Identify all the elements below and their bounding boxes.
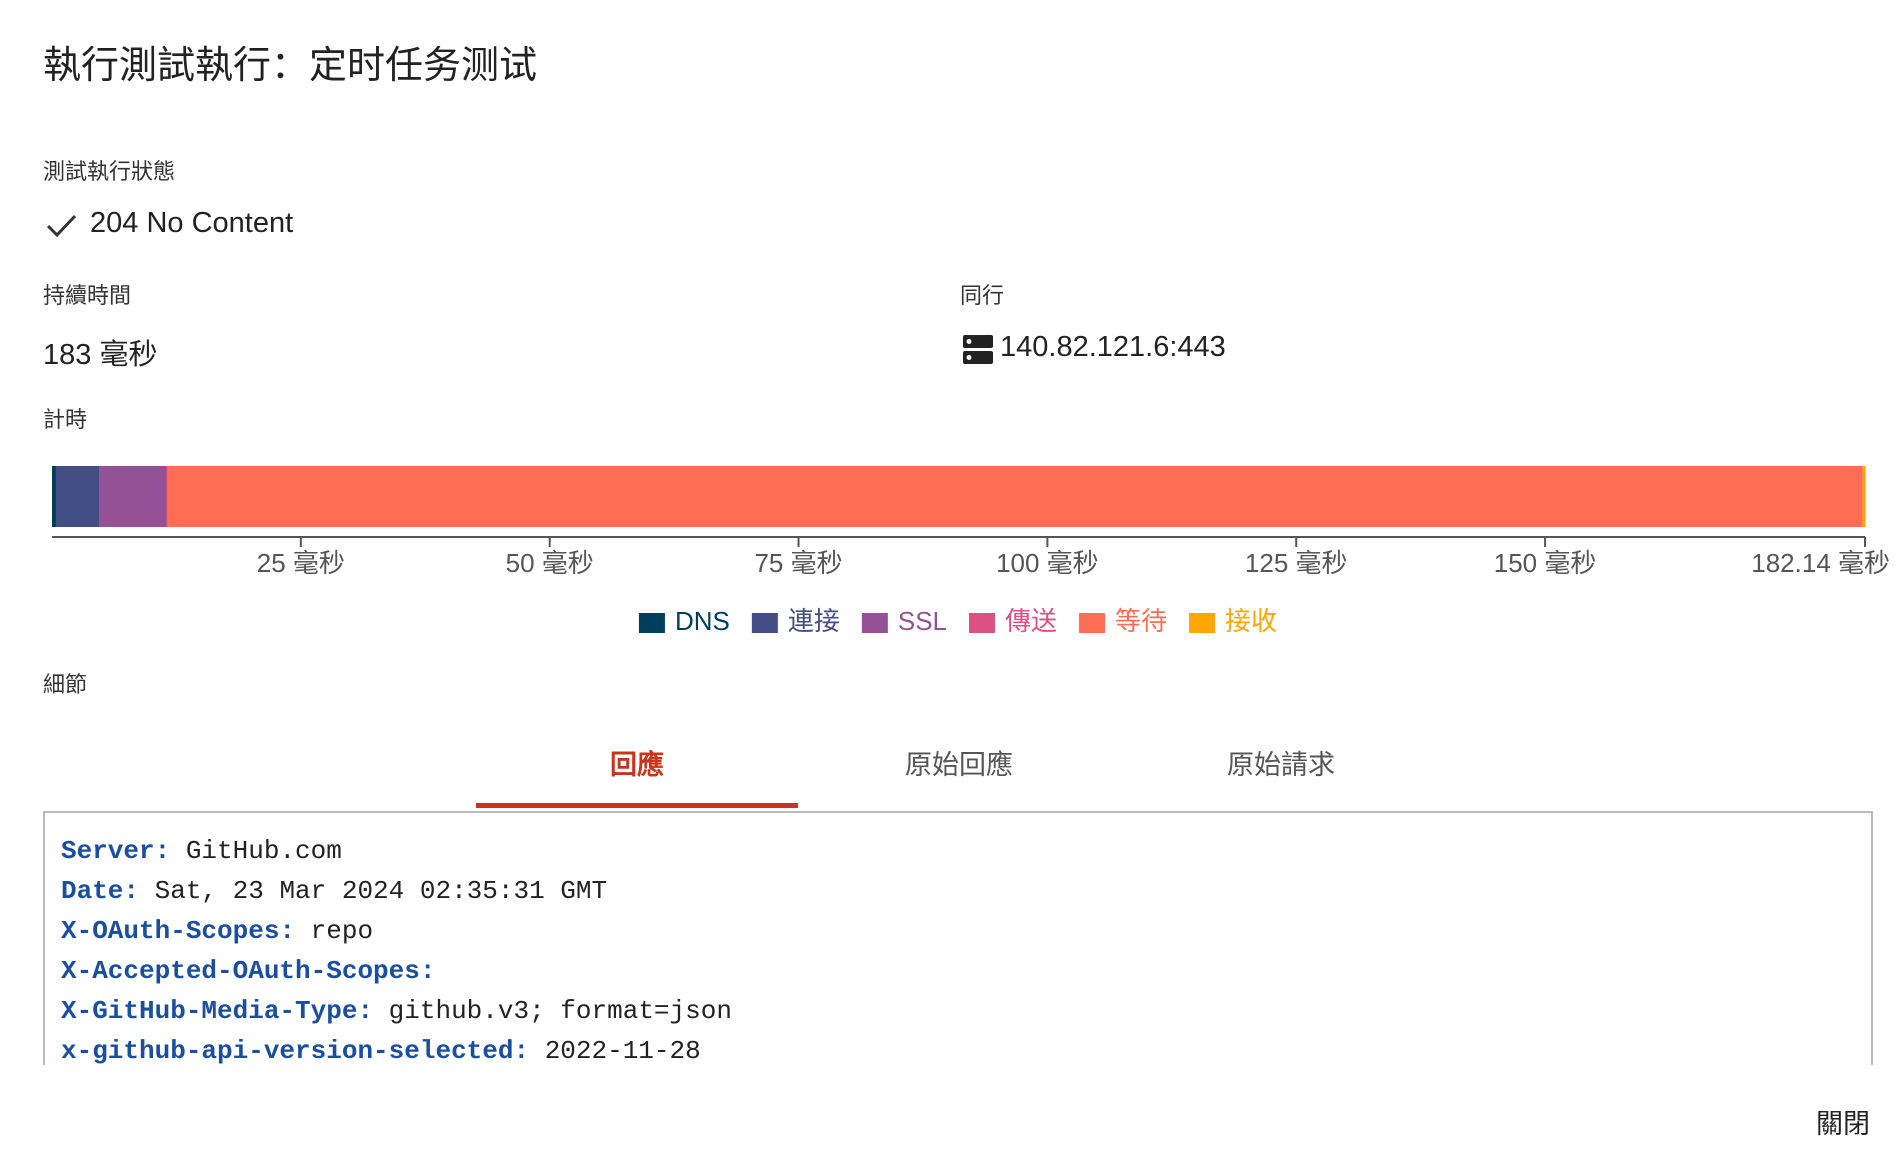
- x-tick-label: 150 毫秒: [1494, 548, 1597, 578]
- legend-label: 等待: [1115, 606, 1167, 636]
- legend-label: 傳送: [1005, 606, 1057, 636]
- header-value: Sat, 23 Mar 2024 02:35:31 GMT: [154, 876, 608, 906]
- bar-segment: [55, 466, 100, 527]
- header-key: X-GitHub-Media-Type:: [61, 996, 374, 1026]
- legend-swatch: [1079, 613, 1106, 633]
- chart-title: 計時: [43, 407, 88, 432]
- legend-label: 接收: [1225, 606, 1277, 636]
- header-value: github.v3; format=json: [388, 996, 732, 1026]
- tab[interactable]: 原始請求: [1227, 750, 1335, 780]
- x-tick-label: 125 毫秒: [1245, 548, 1348, 578]
- status-value: 204 No Content: [90, 207, 294, 239]
- legend-swatch: [861, 613, 888, 633]
- x-tick-label: 75 毫秒: [754, 548, 842, 578]
- duration-label: 持續時間: [43, 283, 132, 308]
- tab[interactable]: 原始回應: [905, 750, 1013, 780]
- x-tick-label: 50 毫秒: [506, 548, 594, 578]
- bar-segment: [52, 466, 56, 527]
- header-line: Date: Sat, 23 Mar 2024 02:35:31 GMT: [45, 871, 1871, 911]
- page-title: 執行測試執行：定时任务测试: [43, 45, 538, 87]
- tab[interactable]: 回應: [610, 750, 664, 780]
- server-icon: [963, 335, 993, 364]
- legend: DNS 連接 SSL 傳送 等待 接收: [638, 606, 1277, 636]
- header-value: GitHub.com: [185, 836, 342, 866]
- duration-value: 183 毫秒: [43, 339, 158, 371]
- timing-chart: 25 毫秒 50 毫秒 75 毫秒 100 毫秒 125 毫秒 150 毫秒 182.14 …: [52, 466, 1890, 636]
- close-button[interactable]: 關閉: [1816, 1109, 1870, 1139]
- bar-segment: [167, 466, 1863, 527]
- header-line: X-Accepted-OAuth-Scopes:: [45, 951, 1871, 991]
- header-key: Date:: [61, 876, 140, 906]
- legend-label: SSL: [898, 606, 947, 636]
- peer-value: 140.82.121.6:443: [1000, 331, 1226, 363]
- header-key: X-OAuth-Scopes:: [61, 916, 296, 946]
- legend-swatch: [1189, 613, 1216, 633]
- bar-segment: [99, 466, 167, 527]
- legend-label: 連接: [788, 606, 840, 636]
- bar-segment: [1862, 466, 1866, 527]
- details-label: 細節: [43, 672, 88, 697]
- header-line: Server: GitHub.com: [45, 831, 1871, 871]
- header-line: X-OAuth-Scopes: repo: [45, 911, 1871, 951]
- x-tick-label: 25 毫秒: [257, 548, 345, 578]
- check-icon: [46, 214, 77, 238]
- status-label: 測試執行狀態: [43, 159, 176, 184]
- legend-swatch: [969, 613, 996, 633]
- peer-label: 同行: [960, 283, 1005, 308]
- header-key: X-Accepted-OAuth-Scopes:: [61, 956, 436, 986]
- header-line: X-GitHub-Media-Type: github.v3; format=j…: [45, 991, 1871, 1031]
- bar-segment: [166, 466, 168, 527]
- legend-swatch: [751, 613, 778, 633]
- x-tick-label: 100 毫秒: [996, 548, 1099, 578]
- tab-underline: [476, 803, 798, 808]
- header-key: x-github-api-version-selected:: [61, 1036, 530, 1065]
- header-value: repo: [310, 916, 374, 946]
- headers-panel: Server: GitHub.com Date: Sat, 23 Mar 2024…: [43, 811, 1873, 1065]
- legend-label: DNS: [675, 606, 730, 636]
- header-line: x-github-api-version-selected: 2022-11-2…: [45, 1031, 1871, 1065]
- legend-swatch: [638, 613, 665, 633]
- header-value: 2022-11-28: [544, 1036, 701, 1065]
- x-tick-label: 182.14 毫秒: [1751, 548, 1890, 578]
- header-key: Server:: [61, 836, 171, 866]
